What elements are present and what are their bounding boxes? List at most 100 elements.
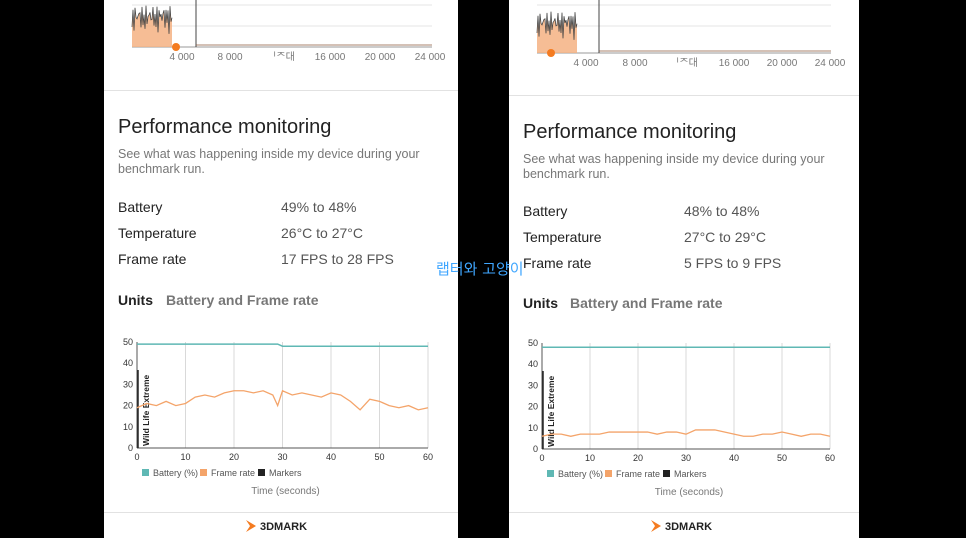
hist-tick-label: 20 000: [767, 58, 798, 69]
hist-score-marker: [172, 43, 180, 51]
legend-label: Battery (%): [153, 468, 198, 478]
legend-swatch: [258, 469, 265, 476]
y-tick-label: 0: [533, 444, 538, 454]
marker-label: Wild Life Extreme: [141, 374, 151, 446]
stat-label-frame-rate: Frame rate: [523, 255, 592, 271]
x-tick-label: 50: [777, 453, 787, 463]
tab-units[interactable]: Units: [523, 295, 558, 311]
tab-units[interactable]: Units: [118, 292, 153, 308]
y-tick-label: 10: [528, 423, 538, 433]
frame-rate-series-line: [136, 389, 429, 411]
y-tick-label: 30: [123, 379, 133, 389]
marker-label: Wild Life Extreme: [546, 375, 556, 447]
legend-label: Markers: [269, 468, 302, 478]
hist-tick-label: 4 000: [169, 52, 194, 63]
legend-label: Frame rate: [616, 469, 660, 479]
score-histogram: 4 000 8 000 16 000 20 000 24 000 ᅵᄌ대: [536, 0, 846, 69]
hist-tick-label: 8 000: [622, 58, 647, 69]
x-tick-label: 30: [277, 452, 287, 462]
x-tick-label: 30: [681, 453, 691, 463]
stat-label-temperature: Temperature: [523, 229, 602, 245]
section-subtitle: See what was happening inside my device …: [523, 152, 825, 181]
tab-battery-frame-rate[interactable]: Battery and Frame rate: [570, 295, 723, 311]
hist-outline: [131, 5, 173, 34]
x-tick-label: 0: [134, 452, 139, 462]
legend-swatch: [663, 470, 670, 477]
hist-tick-label: 24 000: [415, 52, 446, 63]
logo-text: 3DMARK: [665, 521, 712, 533]
divider: [509, 95, 859, 96]
x-tick-label: 40: [326, 452, 336, 462]
stat-value-frame-rate: 5 FPS to 9 FPS: [684, 255, 782, 271]
hist-tick-label: 20 000: [365, 52, 396, 63]
divider: [509, 512, 859, 513]
legend-swatch: [200, 469, 207, 476]
stat-value-temperature: 27°C to 29°C: [684, 229, 767, 245]
x-tick-label: 60: [825, 453, 835, 463]
results-panel-left: 4 000 8 000 16 000 20 000 24 000 ᅵᄌ대 Performa…: [104, 0, 458, 538]
y-tick-label: 40: [123, 358, 133, 368]
stat-value-battery: 48% to 48%: [684, 203, 760, 219]
legend-swatch: [605, 470, 612, 477]
legend-swatch: [142, 469, 149, 476]
section-subtitle: See what was happening inside my device …: [118, 147, 420, 176]
hist-tick-label: 24 000: [815, 58, 846, 69]
3dmark-chevron-icon: [651, 520, 661, 532]
y-tick-label: 30: [528, 380, 538, 390]
x-axis-title: Time (seconds): [655, 487, 724, 498]
y-tick-label: 0: [128, 443, 133, 453]
stat-value-frame-rate: 17 FPS to 28 FPS: [281, 251, 394, 267]
divider: [104, 90, 458, 91]
score-histogram: 4 000 8 000 16 000 20 000 24 000 ᅵᄌ대: [131, 0, 446, 63]
performance-chart: 0 10 20 30 40 50 60 0 10 20 30 40 50 Wild Life Extrem…: [123, 337, 433, 497]
legend-label: Frame rate: [211, 468, 255, 478]
stat-label-temperature: Temperature: [118, 225, 197, 241]
y-tick-label: 10: [123, 422, 133, 432]
battery-series-line: [137, 343, 428, 347]
x-tick-label: 40: [729, 453, 739, 463]
x-tick-label: 0: [539, 453, 544, 463]
hist-area-orange: [132, 5, 172, 47]
y-tick-label: 20: [528, 402, 538, 412]
hist-tick-label: ᅵᄌ대: [267, 51, 295, 63]
x-tick-label: 20: [633, 453, 643, 463]
logo-text: 3DMARK: [260, 521, 307, 533]
stat-value-battery: 49% to 48%: [281, 199, 357, 215]
frame-rate-series-line: [541, 429, 831, 437]
3dmark-chevron-icon: [246, 520, 256, 532]
legend-label: Markers: [674, 469, 707, 479]
hist-outline: [536, 11, 578, 40]
hist-area-orange: [537, 11, 577, 53]
divider: [104, 512, 458, 513]
legend-swatch: [547, 470, 554, 477]
x-tick-label: 10: [585, 453, 595, 463]
x-tick-label: 60: [423, 452, 433, 462]
hist-tick-label: 8 000: [217, 52, 242, 63]
hist-score-marker: [547, 49, 555, 57]
section-title: Performance monitoring: [118, 116, 332, 138]
hist-tick-label: 16 000: [315, 52, 346, 63]
hist-tick-label: ᅵᄌ대: [670, 57, 698, 69]
stat-label-battery: Battery: [118, 199, 163, 215]
performance-chart: 0 10 20 30 40 50 60 0 10 20 30 40 50 Wild Life Extrem…: [528, 338, 835, 498]
3dmark-logo: 3DMARK: [649, 516, 729, 536]
hist-tick-label: 16 000: [719, 58, 750, 69]
3dmark-logo: 3DMARK: [244, 516, 324, 536]
y-tick-label: 20: [123, 401, 133, 411]
hist-tick-label: 4 000: [573, 58, 598, 69]
tab-battery-frame-rate[interactable]: Battery and Frame rate: [166, 292, 319, 308]
y-tick-label: 40: [528, 359, 538, 369]
y-tick-label: 50: [123, 337, 133, 347]
section-title: Performance monitoring: [523, 121, 737, 143]
legend-label: Battery (%): [558, 469, 603, 479]
x-tick-label: 20: [229, 452, 239, 462]
y-tick-label: 50: [528, 338, 538, 348]
stat-label-battery: Battery: [523, 203, 568, 219]
x-axis-title: Time (seconds): [251, 486, 320, 497]
watermark-text: 랩터와 고양이: [436, 260, 524, 278]
results-panel-right: 4 000 8 000 16 000 20 000 24 000 ᅵᄌ대 Performa…: [509, 0, 859, 538]
x-tick-label: 50: [374, 452, 384, 462]
stat-label-frame-rate: Frame rate: [118, 251, 187, 267]
stat-value-temperature: 26°C to 27°C: [281, 225, 364, 241]
x-tick-label: 10: [180, 452, 190, 462]
